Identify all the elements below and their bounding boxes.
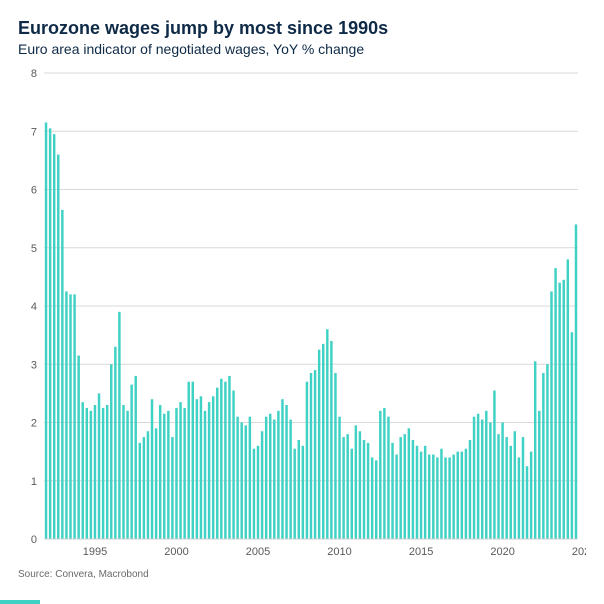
svg-text:6: 6: [31, 185, 37, 197]
svg-text:2000: 2000: [164, 546, 188, 558]
svg-text:0: 0: [31, 534, 37, 546]
svg-text:8: 8: [31, 68, 37, 80]
svg-text:2010: 2010: [327, 546, 351, 558]
svg-text:7: 7: [31, 126, 37, 138]
svg-text:1: 1: [31, 476, 37, 488]
svg-text:5: 5: [31, 243, 37, 255]
svg-text:3: 3: [31, 359, 37, 371]
svg-text:2: 2: [31, 418, 37, 430]
chart-source: Source: Convera, Macrobond: [18, 569, 586, 580]
chart-area: 0 1 2 3 4 5 6 7 8 1995 2000 2005 2010 2015 2020 2025: [18, 63, 586, 563]
chart-title: Eurozone wages jump by most since 1990s: [18, 18, 586, 39]
svg-text:1995: 1995: [83, 546, 107, 558]
svg-text:2025: 2025: [572, 546, 586, 558]
decoration-bar: [0, 600, 40, 604]
svg-text:4: 4: [31, 301, 37, 313]
svg-text:2005: 2005: [246, 546, 270, 558]
chart-subtitle: Euro area indicator of negotiated wages,…: [18, 41, 586, 57]
bar-chart: 0 1 2 3 4 5 6 7 8 1995 2000 2005 2010 2015 2020 2025: [18, 63, 586, 563]
svg-text:2020: 2020: [490, 546, 514, 558]
svg-text:2015: 2015: [409, 546, 433, 558]
